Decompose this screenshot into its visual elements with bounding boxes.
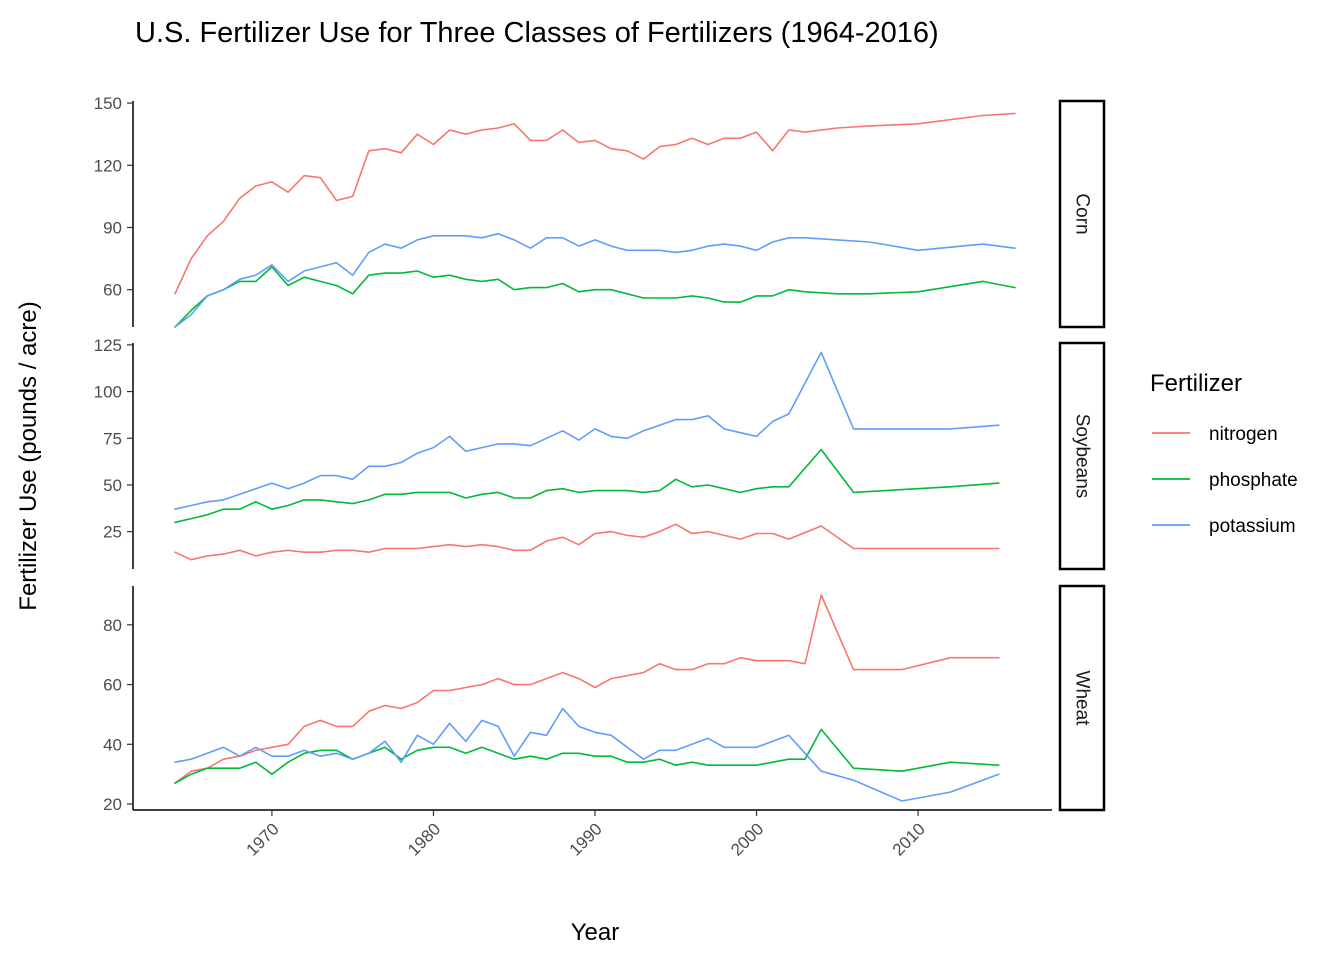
strip-box-wheat (1058, 584, 1106, 812)
strip-box-soybeans (1058, 341, 1106, 571)
y-tick-label-wheat: 20 (103, 795, 122, 814)
y-tick-label-soybeans: 125 (94, 336, 122, 355)
panel-soybeans: 25 50 75 100 125 Soybeans (94, 336, 1106, 571)
panels-layer: 60 90 120 150 Corn 25 50 75 100 125 Soybeans 20 40 60… (94, 94, 1106, 814)
legend-item-nitrogen: nitrogen (1152, 424, 1278, 445)
legend-title: Fertilizer (1150, 370, 1242, 397)
series-line-corn-phosphate (174, 266, 1016, 328)
strip-label-corn: Corn (1072, 193, 1093, 234)
legend-item-phosphate: phosphate (1152, 470, 1298, 491)
y-tick-label-soybeans: 75 (103, 429, 122, 448)
y-tick-label-wheat: 40 (103, 735, 122, 754)
y-tick-label-soybeans: 50 (103, 476, 122, 495)
legend: Fertilizer nitrogen phosphate potassium (1150, 370, 1298, 537)
x-tick-label: 1970 (243, 819, 283, 859)
legend-label-phosphate: phosphate (1209, 470, 1298, 491)
legend-label-potassium: potassium (1209, 516, 1296, 537)
y-tick-label-soybeans: 100 (94, 383, 122, 402)
series-line-wheat-phosphate (174, 728, 1000, 784)
series-line-soybeans-potassium (174, 351, 1000, 511)
x-axis-title: Year (571, 919, 620, 946)
strip-box-corn (1058, 99, 1106, 329)
legend-label-nitrogen: nitrogen (1209, 424, 1278, 445)
y-tick-label-corn: 150 (94, 94, 122, 113)
x-tick-label: 1990 (566, 819, 606, 859)
y-axis-title: Fertilizer Use (pounds / acre) (15, 301, 42, 610)
y-tick-label-wheat: 60 (103, 676, 122, 695)
strip-label-wheat: Wheat (1072, 671, 1093, 727)
x-tick-label: 2010 (889, 819, 929, 859)
x-tick-label: 2000 (727, 819, 767, 859)
series-line-corn-potassium (174, 232, 1016, 328)
series-line-wheat-nitrogen (174, 594, 1000, 784)
series-line-corn-nitrogen (174, 112, 1016, 295)
x-tick-label: 1980 (404, 819, 444, 859)
chart-title: U.S. Fertilizer Use for Three Classes of… (135, 17, 939, 49)
series-line-wheat-potassium (174, 707, 1000, 802)
panel-corn: 60 90 120 150 Corn (94, 94, 1106, 329)
y-tick-label-corn: 60 (103, 281, 122, 300)
series-line-soybeans-nitrogen (174, 523, 1000, 561)
y-tick-label-wheat: 80 (103, 616, 122, 635)
series-line-soybeans-phosphate (174, 448, 1000, 524)
strip-label-soybeans: Soybeans (1072, 414, 1093, 499)
x-axis: 1970 1980 1990 2000 2010 (133, 809, 1052, 860)
panel-wheat: 20 40 60 80 Wheat (103, 584, 1106, 814)
y-tick-label-corn: 120 (94, 156, 122, 175)
legend-item-potassium: potassium (1152, 516, 1296, 537)
y-tick-label-corn: 90 (103, 218, 122, 237)
y-tick-label-soybeans: 25 (103, 523, 122, 542)
